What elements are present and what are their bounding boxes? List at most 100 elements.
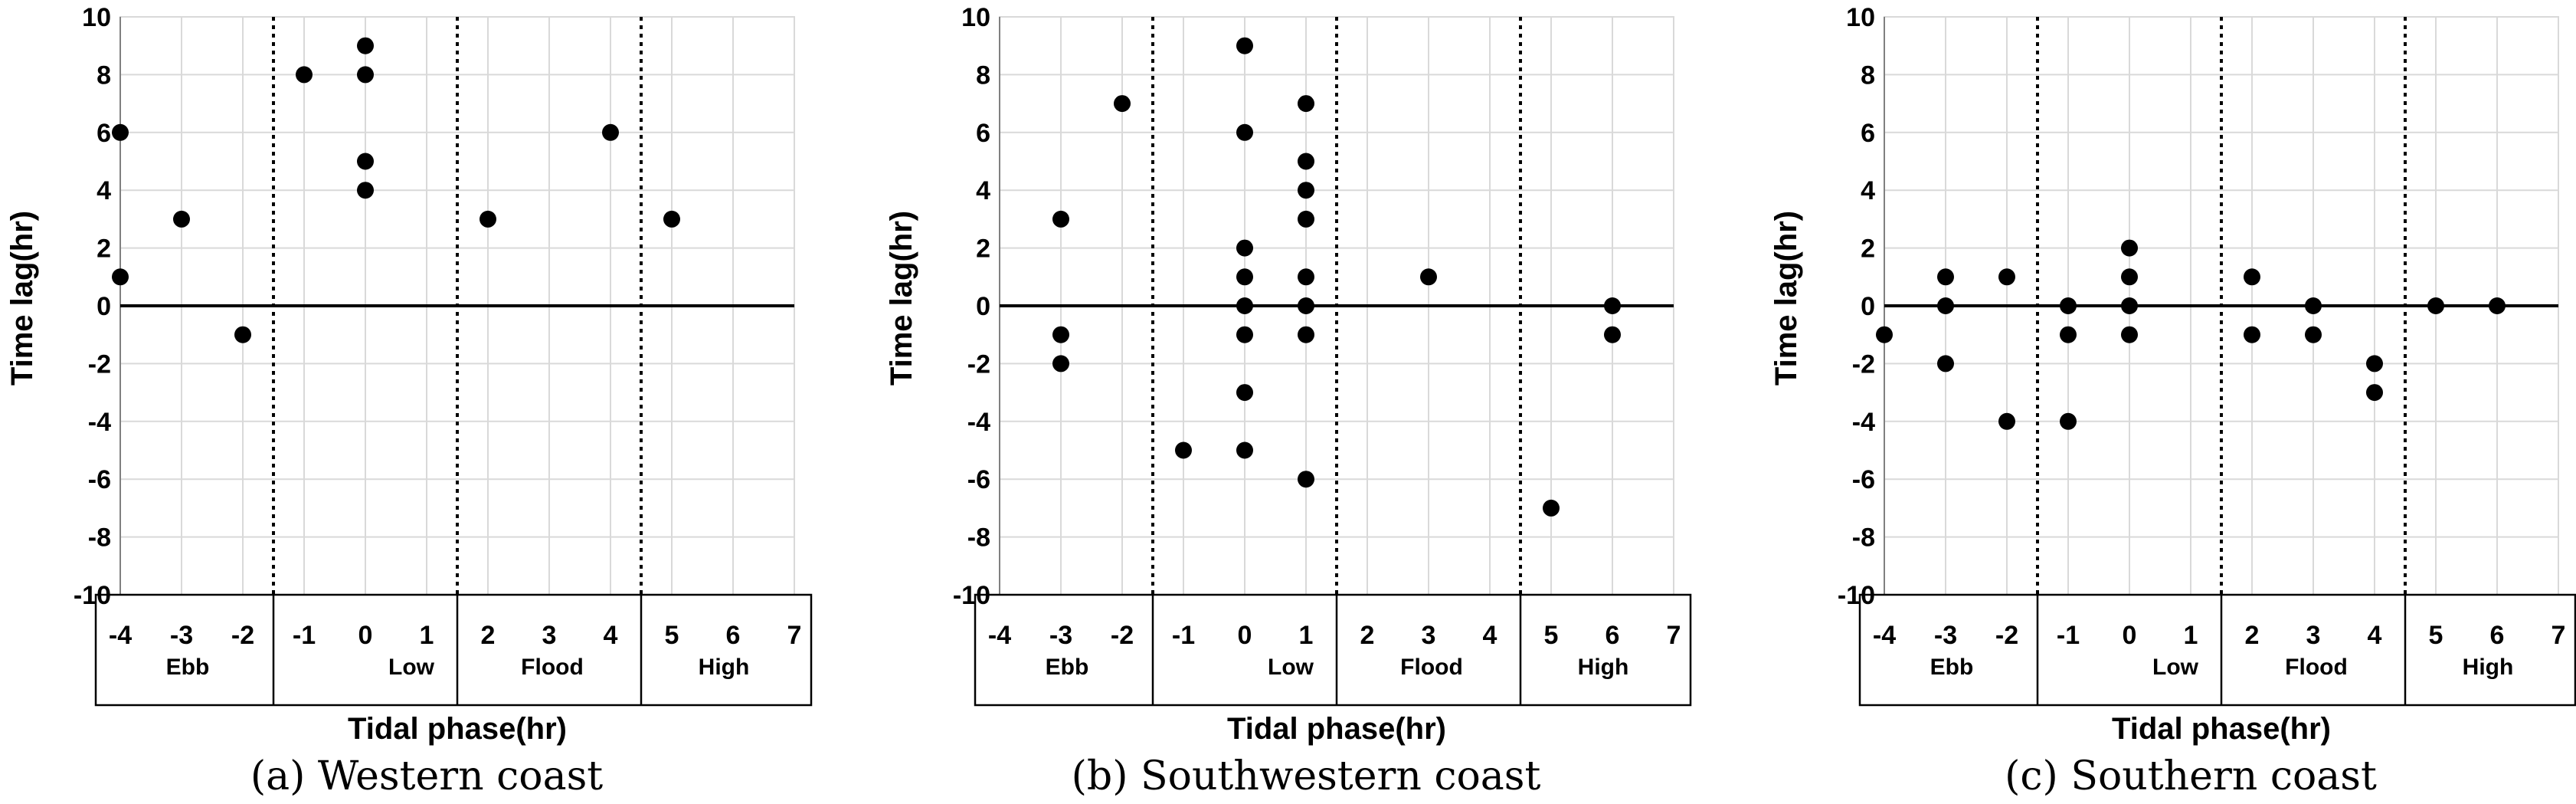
data-point [1175, 441, 1192, 459]
y-tick-label: -8 [88, 523, 111, 553]
x-tick-label: -2 [1995, 621, 2018, 650]
x-tick-label: -4 [1873, 621, 1896, 650]
data-point [480, 210, 496, 228]
data-point [1236, 239, 1253, 257]
x-tick-label: 3 [1422, 621, 1436, 650]
data-point [2060, 297, 2077, 314]
data-point [1114, 95, 1131, 113]
panel-caption: (a) Western coast [250, 753, 603, 799]
x-tick-label: 4 [2368, 621, 2382, 650]
x-tick-label: 7 [1667, 621, 1681, 650]
data-point [2244, 326, 2260, 343]
data-point [1236, 37, 1253, 54]
x-tick-label: 7 [2551, 621, 2566, 650]
phase-label: High [1578, 655, 1629, 680]
y-tick-label: 0 [97, 292, 111, 321]
data-point [1298, 182, 1314, 199]
x-tick-label: -4 [988, 621, 1011, 650]
data-point [1604, 326, 1621, 343]
data-point [1236, 123, 1253, 141]
y-tick-label: 8 [97, 61, 111, 90]
phase-label: Low [388, 655, 435, 680]
x-tick-label: 1 [1299, 621, 1314, 650]
data-point [234, 326, 251, 343]
phase-label: Flood [2285, 655, 2348, 680]
x-tick-label: -3 [1934, 621, 1957, 650]
x-tick-label: 1 [420, 621, 434, 650]
phase-label: Flood [1400, 655, 1463, 680]
x-tick-label: -2 [1111, 621, 1134, 650]
data-point [2305, 326, 2322, 343]
data-point [2489, 297, 2506, 314]
data-point [1543, 499, 1560, 517]
data-point [2366, 384, 2383, 402]
y-tick-label: -8 [1852, 523, 1875, 553]
y-tick-label: -4 [88, 408, 111, 437]
data-point [1236, 268, 1253, 286]
x-tick-label: -3 [170, 621, 193, 650]
x-tick-label: 6 [2490, 621, 2505, 650]
data-point [1236, 441, 1253, 459]
panel-caption: (c) Southern coast [2005, 753, 2377, 799]
x-tick-label: -1 [293, 621, 316, 650]
x-tick-label: 3 [542, 621, 557, 650]
y-tick-label: 8 [1861, 61, 1875, 90]
data-point [1998, 412, 2015, 430]
data-point [2121, 239, 2138, 257]
y-tick-label: 6 [1861, 119, 1875, 148]
y-tick-label: -6 [88, 465, 111, 494]
data-point [1052, 355, 1069, 372]
data-point [663, 210, 680, 228]
y-tick-label: -4 [1852, 408, 1875, 437]
x-tick-label: 0 [1238, 621, 1252, 650]
phase-label: Ebb [1930, 655, 1974, 680]
data-point [1298, 326, 1314, 343]
data-point [1298, 95, 1314, 113]
phase-label: Low [2152, 655, 2199, 680]
y-tick-label: 4 [1861, 176, 1875, 205]
data-point [296, 66, 313, 84]
y-tick-label: -2 [1852, 349, 1875, 379]
data-point [357, 182, 374, 199]
y-tick-label: 0 [976, 292, 990, 321]
data-point [1298, 471, 1314, 488]
data-point [2060, 326, 2077, 343]
panel-caption: (b) Southwestern coast [1072, 753, 1541, 799]
data-point [2427, 297, 2444, 314]
data-point [602, 123, 619, 141]
phase-label: Ebb [1046, 655, 1089, 680]
y-tick-label: 4 [97, 176, 111, 205]
y-tick-label: 6 [976, 119, 990, 148]
data-point [1298, 210, 1314, 228]
data-point [1298, 153, 1314, 170]
x-tick-label: 5 [2429, 621, 2443, 650]
data-point [357, 66, 374, 84]
data-point [2121, 297, 2138, 314]
y-tick-label: 10 [82, 3, 111, 32]
y-axis-title: Time lag(hr) [5, 211, 39, 386]
phase-label: Low [1268, 655, 1314, 680]
y-tick-label: 2 [976, 235, 990, 264]
y-tick-label: -2 [967, 349, 990, 379]
data-point [2060, 412, 2077, 430]
x-axis-title: Tidal phase(hr) [1227, 712, 1446, 746]
x-tick-label: -1 [2057, 621, 2080, 650]
data-point [2121, 326, 2138, 343]
y-axis-title: Time lag(hr) [1769, 211, 1803, 386]
x-tick-label: 5 [1544, 621, 1559, 650]
x-tick-label: 2 [2245, 621, 2260, 650]
phase-label: Flood [521, 655, 584, 680]
x-tick-label: 6 [1605, 621, 1620, 650]
data-point [173, 210, 190, 228]
phase-table [974, 593, 1692, 707]
data-point [1298, 297, 1314, 314]
data-point [1998, 268, 2015, 286]
x-tick-label: 5 [665, 621, 679, 650]
data-point [1052, 326, 1069, 343]
x-tick-label: 7 [787, 621, 802, 650]
y-tick-label: -6 [967, 465, 990, 494]
